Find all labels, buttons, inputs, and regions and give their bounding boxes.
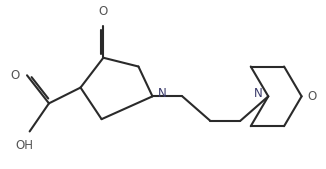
Text: O: O — [308, 90, 317, 103]
Text: N: N — [158, 87, 167, 100]
Text: N: N — [254, 87, 263, 100]
Text: O: O — [11, 69, 20, 82]
Text: O: O — [99, 5, 108, 18]
Text: OH: OH — [15, 139, 33, 152]
